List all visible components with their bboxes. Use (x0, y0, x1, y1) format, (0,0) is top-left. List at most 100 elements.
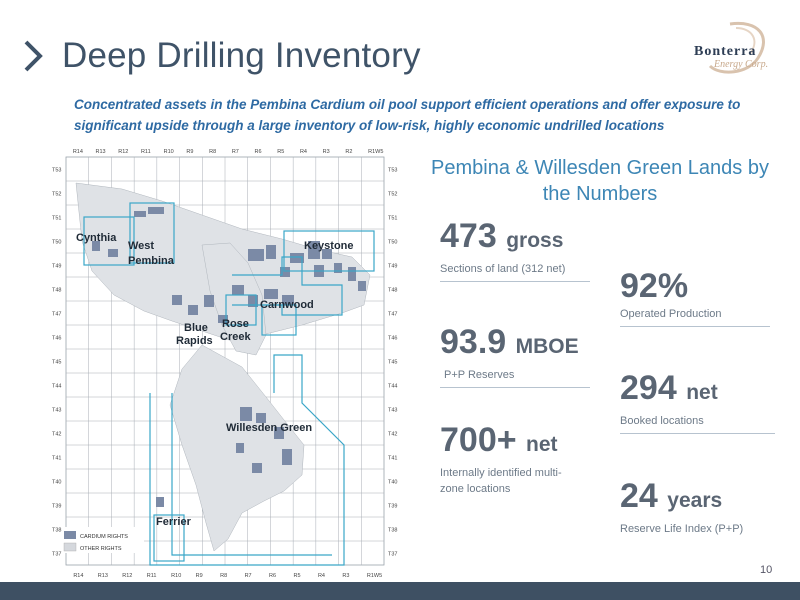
township-label-right: T40 (388, 479, 397, 485)
stat-booked-label: Booked locations (620, 415, 704, 427)
range-label-bottom: R3 (342, 573, 349, 579)
township-label-right: T48 (388, 287, 397, 293)
township-label-right: T39 (388, 503, 397, 509)
range-label-top: R13 (96, 149, 106, 155)
range-label-bottom: R12 (122, 573, 132, 579)
stat-booked: 294 net Booked locations (620, 370, 775, 434)
township-label-right: T42 (388, 431, 397, 437)
stat-gross-value: 473 (440, 217, 497, 255)
range-label-top: R11 (141, 149, 151, 155)
chevron-right-icon (24, 40, 43, 72)
legend-cardium-label: CARDIUM RIGHTS (80, 534, 128, 540)
map-label-ferrier: Ferrier (156, 516, 192, 528)
range-label-bottom: R1W5 (367, 573, 382, 579)
legend-other-label: OTHER RIGHTS (80, 546, 122, 552)
range-label-top: R9 (186, 149, 193, 155)
stats-title: Pembina & Willesden Green Lands by the N… (431, 157, 769, 205)
township-label-right: T46 (388, 335, 397, 341)
township-label-left: T52 (52, 191, 61, 197)
range-label-bottom: R5 (293, 573, 300, 579)
township-label-left: T50 (52, 239, 61, 245)
map-label-west-pembina: West Pembina (128, 240, 175, 267)
footer-bar (0, 582, 800, 600)
stat-mboe-value: 93.9 (440, 323, 507, 361)
range-label-bottom: R10 (171, 573, 181, 579)
range-label-top: R4 (300, 149, 307, 155)
cardium-rights-area (92, 207, 366, 507)
legend-other-swatch (63, 542, 77, 552)
range-label-bottom: R8 (220, 573, 227, 579)
range-label-bottom: R7 (245, 573, 252, 579)
property-outlines (83, 202, 375, 566)
stat-operated-label: Operated Production (620, 308, 722, 320)
township-label-right: T37 (388, 551, 397, 557)
stat-gross-label: Sections of land (312 net) (440, 263, 566, 275)
map-label-carnwood: Carnwood (260, 299, 314, 311)
township-label-left: T37 (52, 551, 61, 557)
stat-multizone-label: Internally identified multi-zone locatio… (440, 467, 562, 495)
range-label-top: R6 (255, 149, 262, 155)
township-label-left: T39 (52, 503, 61, 509)
stat-divider (620, 433, 775, 434)
range-label-top: R3 (323, 149, 330, 155)
range-label-top: R12 (118, 149, 128, 155)
township-label-right: T43 (388, 407, 397, 413)
lands-map-svg: Cynthia West Pembina Keystone Carnwood Bl… (52, 149, 397, 579)
township-label-left: T38 (52, 527, 61, 533)
township-label-right: T52 (388, 191, 397, 197)
range-label-bottom: R11 (147, 573, 157, 579)
map-label-willesden-green: Willesden Green (226, 422, 312, 434)
stat-years-value: 24 (620, 477, 658, 515)
map-label-keystone: Keystone (304, 240, 354, 252)
stat-divider (440, 281, 590, 282)
township-label-left: T53 (52, 167, 61, 173)
title-block: Deep Drilling Inventory (20, 36, 421, 76)
map-label-blue-rapids: Blue Rapids (176, 322, 213, 347)
stat-mboe-label: P+P Reserves (444, 369, 515, 381)
lands-map: Cynthia West Pembina Keystone Carnwood Bl… (52, 145, 410, 585)
legend-cardium-swatch (64, 531, 76, 539)
township-label-left: T41 (52, 455, 61, 461)
township-label-right: T38 (388, 527, 397, 533)
township-label-right: T45 (388, 359, 397, 365)
stat-multizone: 700+ net Internally identified multi-zon… (440, 422, 590, 497)
stat-operated: 92% Operated Production (620, 268, 770, 327)
township-label-right: T53 (388, 167, 397, 173)
stat-operated-value: 92% (620, 267, 689, 305)
stat-multizone-value: 700+ (440, 421, 517, 459)
range-label-bottom: R9 (196, 573, 203, 579)
stat-years: 24 years Reserve Life Index (P+P) (620, 478, 775, 537)
stat-booked-unit: net (686, 381, 718, 404)
company-logo: Bonterra Energy Corp. (680, 18, 780, 80)
range-label-top: R1W5 (368, 149, 383, 155)
page-title: Deep Drilling Inventory (62, 36, 421, 75)
logo-name: Bonterra (694, 44, 757, 59)
stat-years-label: Reserve Life Index (P+P) (620, 523, 744, 535)
range-label-top: R5 (277, 149, 284, 155)
township-label-left: T47 (52, 311, 61, 317)
stat-gross: 473 gross Sections of land (312 net) (440, 218, 590, 282)
township-label-left: T42 (52, 431, 61, 437)
township-label-right: T41 (388, 455, 397, 461)
range-label-bottom: R4 (318, 573, 325, 579)
stat-booked-value: 294 (620, 369, 677, 407)
township-label-left: T49 (52, 263, 61, 269)
logo-tagline: Energy Corp. (714, 59, 769, 70)
subtitle: Concentrated assets in the Pembina Cardi… (74, 97, 741, 133)
logo-swoosh-icon (708, 21, 765, 74)
stat-years-unit: years (667, 489, 723, 512)
stat-divider (620, 326, 770, 327)
range-label-top: R14 (73, 149, 83, 155)
map-label-rose-creek: Rose Creek (220, 318, 251, 343)
township-label-right: T47 (388, 311, 397, 317)
stat-mboe-unit: MBOE (515, 335, 579, 358)
stat-gross-unit: gross (506, 229, 564, 252)
township-label-left: T45 (52, 359, 61, 365)
stat-mboe: 93.9 MBOE P+P Reserves (440, 324, 590, 388)
range-label-bottom: R14 (73, 573, 83, 579)
map-legend: CARDIUM RIGHTS OTHER RIGHTS (62, 527, 144, 553)
map-label-cynthia: Cynthia (76, 232, 117, 244)
township-label-left: T44 (52, 383, 61, 389)
township-label-right: T49 (388, 263, 397, 269)
page-number: 10 (760, 564, 773, 576)
